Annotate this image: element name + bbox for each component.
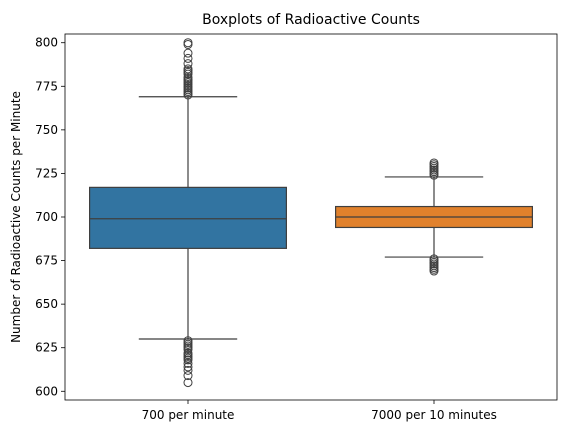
y-tick-label: 750 [35, 123, 58, 137]
y-tick-label: 775 [35, 79, 58, 93]
outlier-point [183, 362, 193, 372]
y-tick-label: 700 [35, 210, 58, 224]
iqr-box [88, 186, 288, 249]
outlier-point [183, 355, 193, 365]
outlier-point [183, 39, 193, 49]
outlier-point [183, 73, 193, 83]
outlier-point [183, 358, 193, 368]
outlier-point [429, 158, 439, 168]
y-axis: 600 625 650 675 700 725 750 775 800 [35, 36, 65, 398]
y-tick-label: 725 [35, 166, 58, 180]
box-group-1 [88, 38, 288, 388]
outlier-point [429, 266, 439, 276]
outlier-point [183, 38, 193, 48]
outlier-point [183, 371, 193, 381]
y-tick-label: 650 [35, 297, 58, 311]
outlier-point [183, 64, 193, 74]
chart-title: Boxplots of Radioactive Counts [202, 12, 420, 28]
box-group-2 [335, 158, 534, 276]
outlier-point [183, 344, 193, 354]
y-tick-label: 800 [35, 36, 58, 50]
outlier-point [183, 365, 193, 375]
x-axis: 700 per minute 7000 per 10 minutes [142, 400, 497, 422]
outlier-point [183, 59, 193, 69]
outlier-point [183, 53, 193, 63]
plot-area [88, 38, 534, 388]
y-tick-label: 675 [35, 254, 58, 268]
y-tick-label: 600 [35, 384, 58, 398]
y-axis-label: Number of Radioactive Counts per Minute [9, 91, 23, 343]
y-tick-label: 625 [35, 341, 58, 355]
outlier-point [183, 378, 193, 388]
outlier-point [183, 48, 193, 58]
x-tick-label: 7000 per 10 minutes [371, 408, 497, 422]
x-tick-label: 700 per minute [142, 408, 235, 422]
